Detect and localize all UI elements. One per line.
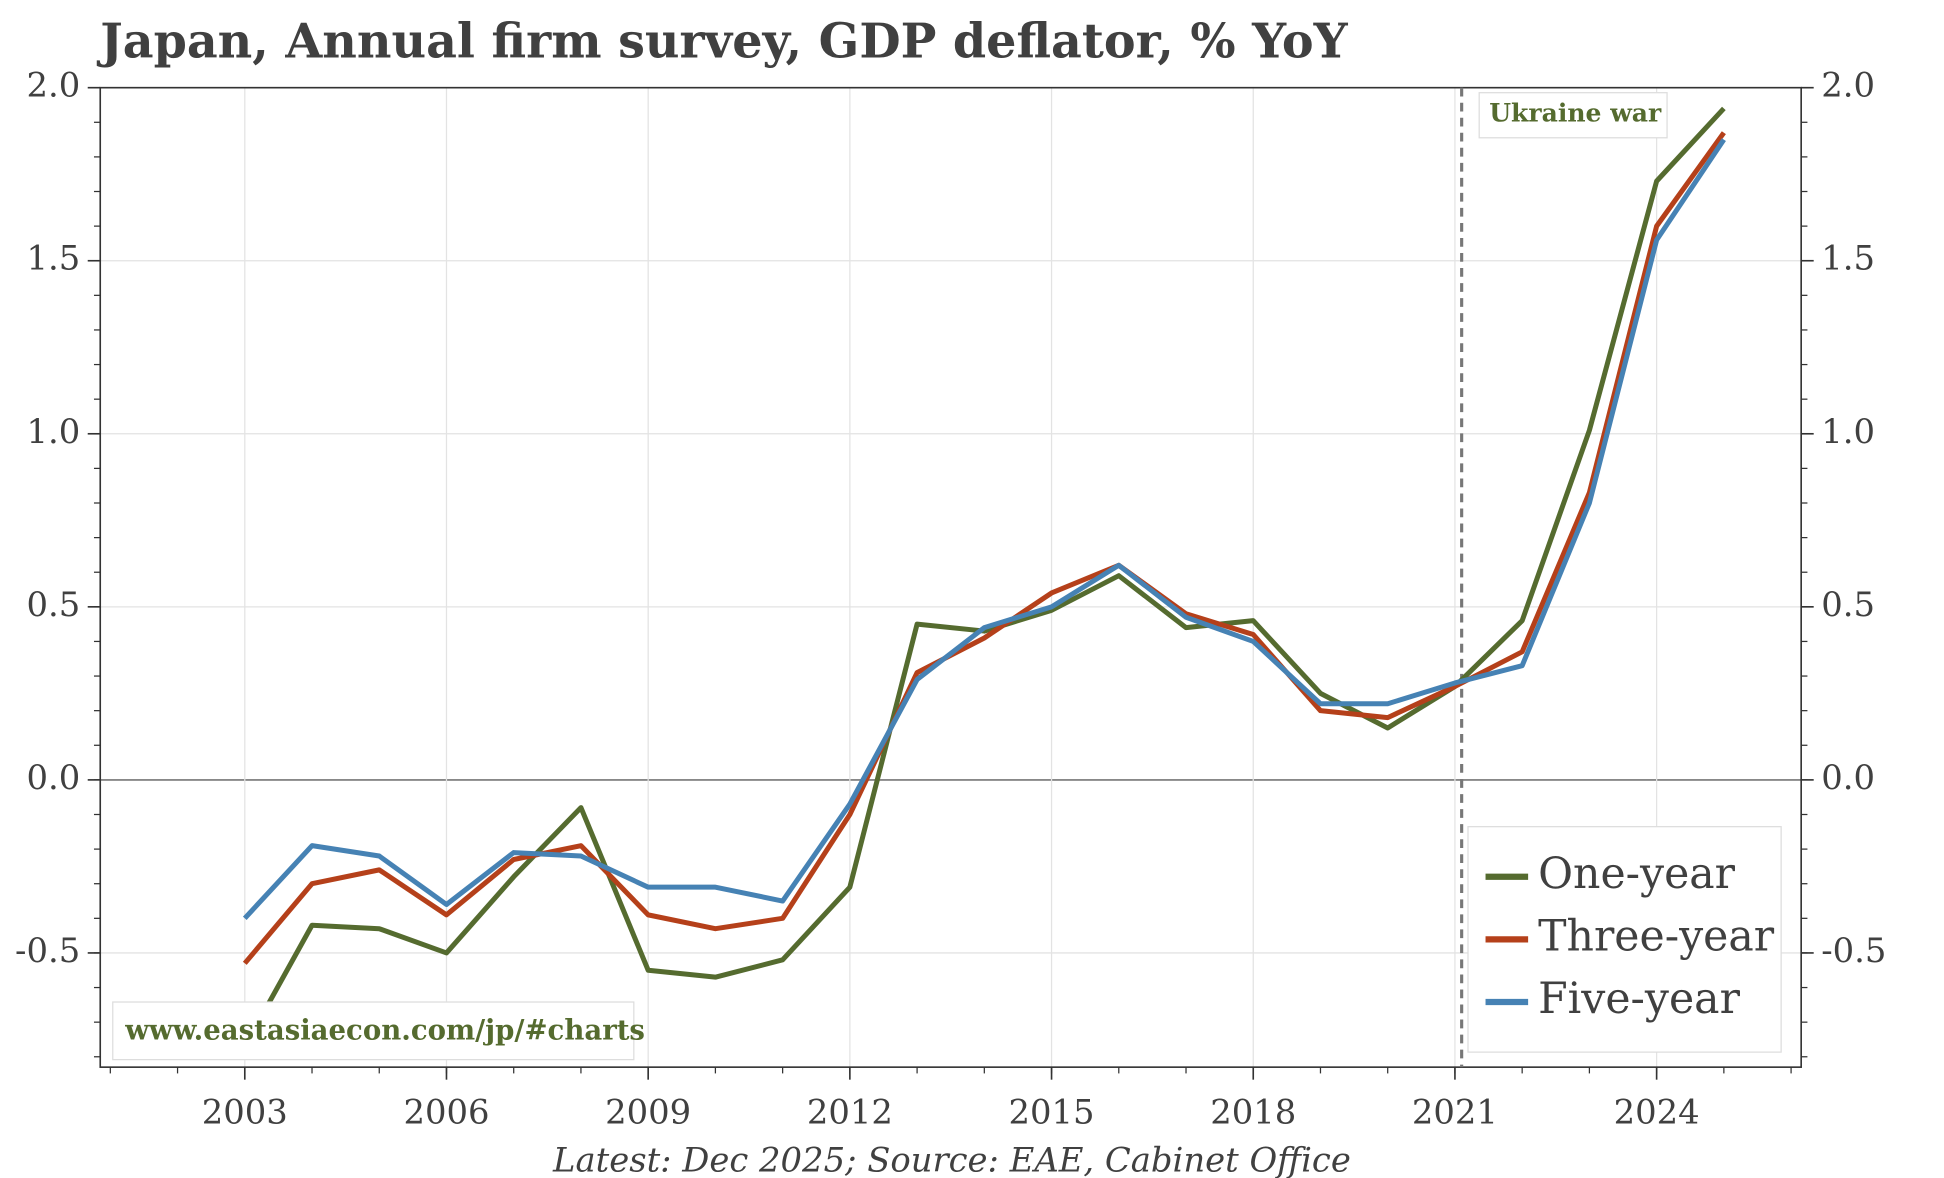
legend-label: One-year xyxy=(1538,849,1736,899)
source-note: Latest: Dec 2025; Source: EAE, Cabinet O… xyxy=(552,1140,1351,1178)
legend-box xyxy=(1467,826,1782,1053)
x-tick-label: 2006 xyxy=(403,1093,489,1132)
x-tick-label: 2015 xyxy=(1009,1093,1095,1132)
x-tick-label: 2003 xyxy=(202,1093,288,1132)
watermark-box xyxy=(112,1001,635,1061)
legend-label: Three-year xyxy=(1538,911,1775,961)
legend-label: Five-year xyxy=(1538,974,1740,1024)
y-tick-label: 0.5 xyxy=(26,585,80,624)
y-tick-label: 1.5 xyxy=(26,239,80,278)
event-label-box xyxy=(1478,92,1668,139)
y2-tick-label: 1.5 xyxy=(1821,239,1875,278)
plot-frame xyxy=(99,86,1802,1068)
y2-tick-label: -0.5 xyxy=(1821,931,1886,970)
y-tick-label: 2.0 xyxy=(26,66,80,105)
y-tick-label: 1.0 xyxy=(26,412,80,451)
y-tick-label: 0.0 xyxy=(26,758,80,797)
y2-tick-label: 0.5 xyxy=(1821,585,1875,624)
y2-tick-label: 0.0 xyxy=(1821,758,1875,797)
x-tick-label: 2024 xyxy=(1614,1093,1700,1132)
x-tick-label: 2012 xyxy=(807,1093,893,1132)
series-line xyxy=(242,138,1726,921)
event-label: Ukraine war xyxy=(1489,98,1662,128)
y-tick-label: -0.5 xyxy=(15,931,80,970)
x-tick-label: 2021 xyxy=(1412,1093,1498,1132)
watermark: www.eastasiaecon.com/jp/#charts xyxy=(124,1015,645,1047)
y2-tick-label: 1.0 xyxy=(1821,412,1875,451)
series-line xyxy=(242,106,1726,1048)
y2-tick-label: 2.0 xyxy=(1821,66,1875,105)
chart-title: Japan, Annual firm survey, GDP deflator,… xyxy=(96,14,1348,70)
x-tick-label: 2018 xyxy=(1210,1093,1296,1132)
x-tick-label: 2009 xyxy=(605,1093,691,1132)
